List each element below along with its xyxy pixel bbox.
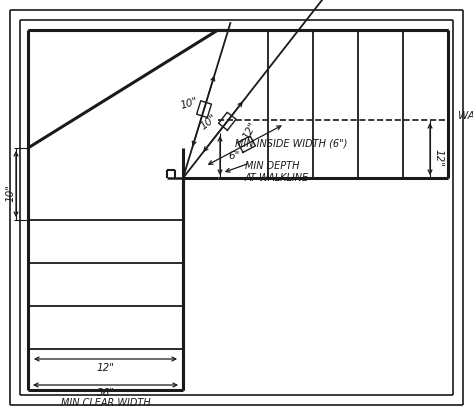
Text: 12": 12" — [96, 363, 114, 373]
Text: 12": 12" — [241, 121, 258, 142]
Text: WALKLINE: WALKLINE — [458, 111, 473, 121]
Text: 10": 10" — [199, 112, 219, 131]
Text: 6": 6" — [228, 151, 239, 161]
Text: MIN INSIDE WIDTH (6"): MIN INSIDE WIDTH (6") — [235, 138, 347, 148]
Text: 10": 10" — [6, 184, 16, 202]
Text: 36": 36" — [96, 388, 114, 398]
Text: AT WALKLINE: AT WALKLINE — [245, 173, 309, 183]
Text: 12": 12" — [433, 149, 443, 167]
Text: MIN CLEAR WIDTH: MIN CLEAR WIDTH — [61, 398, 150, 408]
Text: 10": 10" — [179, 95, 200, 110]
Text: MIN DEPTH: MIN DEPTH — [245, 161, 299, 171]
